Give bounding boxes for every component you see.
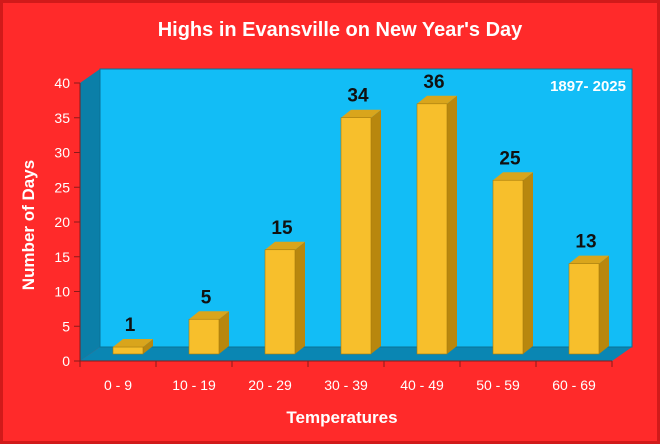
bar-value-label: 34: [347, 86, 369, 107]
x-tick-label: 40 - 49: [400, 377, 444, 393]
x-tick-label: 50 - 59: [476, 377, 520, 393]
bar: 34: [340, 86, 381, 355]
bar-value-label: 13: [575, 232, 596, 253]
bar: 1: [112, 315, 153, 355]
y-axis-ticks: 0 5 10 15 20 25 30 35 40: [54, 75, 81, 369]
y-tick-label: 5: [62, 318, 70, 334]
bar-value-label: 25: [499, 148, 521, 169]
bar-front: [264, 249, 296, 355]
y-axis-title: Number of Days: [19, 160, 38, 290]
bar-side: [371, 109, 381, 354]
bar-front: [568, 263, 600, 355]
y-tick-label: 40: [54, 75, 70, 91]
chart-title: Highs in Evansville on New Year's Day: [158, 19, 523, 41]
y-tick-label: 35: [54, 110, 70, 126]
y-tick-label: 0: [62, 353, 70, 369]
bar: 13: [568, 232, 609, 355]
x-axis-ticks: 0 - 9 10 - 19 20 - 29 30 - 39 40 - 49 50 - 59…: [79, 360, 613, 393]
bar-top: [493, 172, 533, 181]
x-tick-label: 30 - 39: [324, 377, 368, 393]
bar-value-label: 5: [201, 287, 212, 308]
x-axis-title: Temperatures: [286, 408, 397, 427]
year-range-annotation: 1897- 2025: [550, 78, 626, 95]
bar-value-label: 36: [423, 72, 444, 93]
plot-side-wall: [80, 69, 100, 361]
y-tick-label: 10: [54, 284, 70, 300]
bar: 15: [264, 218, 305, 355]
bar-front: [188, 318, 220, 355]
x-tick-label: 10 - 19: [172, 377, 216, 393]
y-tick-label: 30: [54, 145, 70, 161]
bar-side: [447, 95, 457, 355]
bar-side: [143, 339, 153, 354]
x-tick-label: 0 - 9: [104, 377, 132, 393]
bar-side: [523, 172, 533, 354]
bar-side: [599, 255, 609, 354]
bar-top: [417, 95, 457, 104]
bar-top: [569, 255, 609, 264]
y-tick-label: 15: [54, 249, 70, 265]
bar-top: [341, 109, 381, 118]
bar: 25: [492, 148, 533, 355]
bar-front: [340, 117, 372, 355]
bar-value-label: 1: [125, 315, 136, 336]
bar-front: [416, 103, 448, 355]
bar-side: [295, 241, 305, 354]
bar-top: [265, 241, 305, 250]
bar: 36: [416, 72, 457, 355]
x-tick-label: 60 - 69: [552, 377, 596, 393]
bar: 5: [188, 287, 229, 355]
y-tick-label: 25: [54, 179, 70, 195]
bar-top: [189, 311, 229, 320]
bar-value-label: 15: [271, 218, 293, 239]
y-tick-label: 20: [54, 214, 70, 230]
bar-front: [492, 179, 524, 355]
bar-front: [112, 346, 144, 355]
bar-top: [113, 339, 153, 348]
x-tick-label: 20 - 29: [248, 377, 292, 393]
bar-side: [219, 311, 229, 354]
